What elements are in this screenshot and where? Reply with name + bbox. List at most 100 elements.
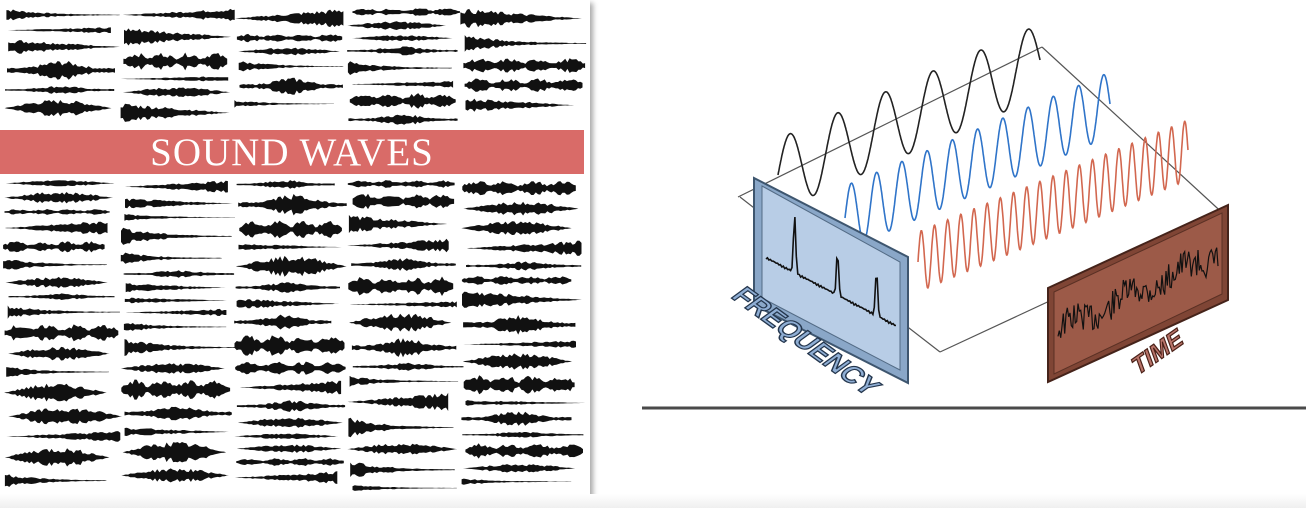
waveform (348, 276, 454, 296)
waveform (8, 408, 122, 425)
waveform (463, 58, 586, 73)
waveform (461, 478, 572, 485)
waveform (234, 100, 334, 108)
waveform (121, 227, 232, 245)
waveform (238, 47, 340, 56)
waveform (236, 180, 335, 189)
waveform (123, 323, 227, 331)
waveform (6, 367, 110, 377)
waveform (462, 181, 576, 196)
waveform (463, 315, 576, 335)
waveform (235, 9, 344, 28)
waveform (6, 431, 121, 442)
waveform (121, 379, 231, 400)
waveform (347, 61, 452, 75)
waveform (123, 270, 235, 278)
waveform (236, 400, 346, 412)
waveform (462, 464, 576, 473)
sine-wave (844, 73, 1111, 243)
waveform (4, 100, 112, 117)
waveform (124, 28, 231, 46)
waveform (125, 283, 226, 293)
waveform (461, 221, 572, 235)
waveform (120, 363, 225, 374)
title-banner: SOUND WAVES (0, 130, 584, 174)
waveform (238, 61, 344, 72)
waveform (5, 86, 115, 94)
time-panel: TIME (1047, 203, 1229, 384)
waveform (120, 103, 230, 122)
waveform (465, 98, 575, 112)
waveform (236, 458, 344, 466)
waveform (4, 448, 110, 467)
frequency-panel: FREQUENCY (724, 176, 909, 401)
waveform (4, 324, 119, 342)
waveform (351, 338, 457, 358)
sound-waves-poster: SOUND WAVES (0, 0, 590, 504)
waveform (122, 8, 235, 21)
waveform (236, 444, 342, 453)
waveform (351, 35, 453, 41)
waveform (125, 308, 227, 316)
waveform (125, 198, 233, 209)
waveform (347, 46, 458, 56)
waveform (3, 260, 108, 270)
waveform (466, 261, 582, 271)
waveform (123, 52, 228, 71)
waveform (348, 417, 454, 438)
waveform (4, 474, 107, 487)
sine-waves (777, 28, 1189, 290)
waveform (349, 375, 459, 387)
waveform (7, 305, 120, 319)
waveform (5, 27, 111, 34)
waveform (461, 276, 572, 285)
waveform (124, 297, 227, 304)
waveform (5, 180, 115, 187)
sine-wave (777, 28, 1041, 197)
waveform (239, 220, 342, 239)
waveform (352, 485, 457, 491)
frequency-spectrum (765, 216, 897, 327)
waveform (235, 282, 340, 293)
waveform (8, 346, 110, 361)
waveform (463, 375, 575, 395)
waveform (4, 383, 107, 402)
waveform (352, 362, 464, 371)
waveform (239, 77, 343, 95)
time-signal (1057, 247, 1219, 338)
waveform (5, 276, 108, 289)
waveform (238, 244, 342, 250)
waveform (347, 238, 449, 253)
waveform (8, 293, 115, 300)
waveform (348, 114, 458, 125)
waveform (347, 180, 455, 188)
waveform (348, 214, 448, 234)
waveform (124, 406, 232, 421)
waveform (347, 80, 454, 88)
waveform (120, 76, 229, 82)
waveform (347, 443, 458, 455)
waveform (349, 93, 456, 109)
waveform (347, 392, 449, 411)
waveform (465, 400, 586, 406)
waveform (124, 214, 235, 221)
waveform (234, 471, 338, 484)
waveform (235, 361, 346, 375)
waveform (6, 9, 120, 21)
waveform (4, 209, 110, 215)
waveform (4, 192, 114, 204)
waveform (464, 35, 587, 52)
waveform (350, 462, 455, 477)
waveform (124, 339, 235, 356)
waveform (347, 301, 457, 308)
waveform (462, 291, 582, 308)
waveform-collection (3, 8, 587, 491)
waveform (122, 87, 231, 97)
waveform (462, 432, 584, 438)
waveform (125, 180, 228, 193)
poster-title: SOUND WAVES (150, 130, 434, 174)
waveform (238, 194, 347, 216)
waveform (120, 252, 222, 264)
waveform (121, 468, 229, 483)
waveform (122, 442, 227, 463)
